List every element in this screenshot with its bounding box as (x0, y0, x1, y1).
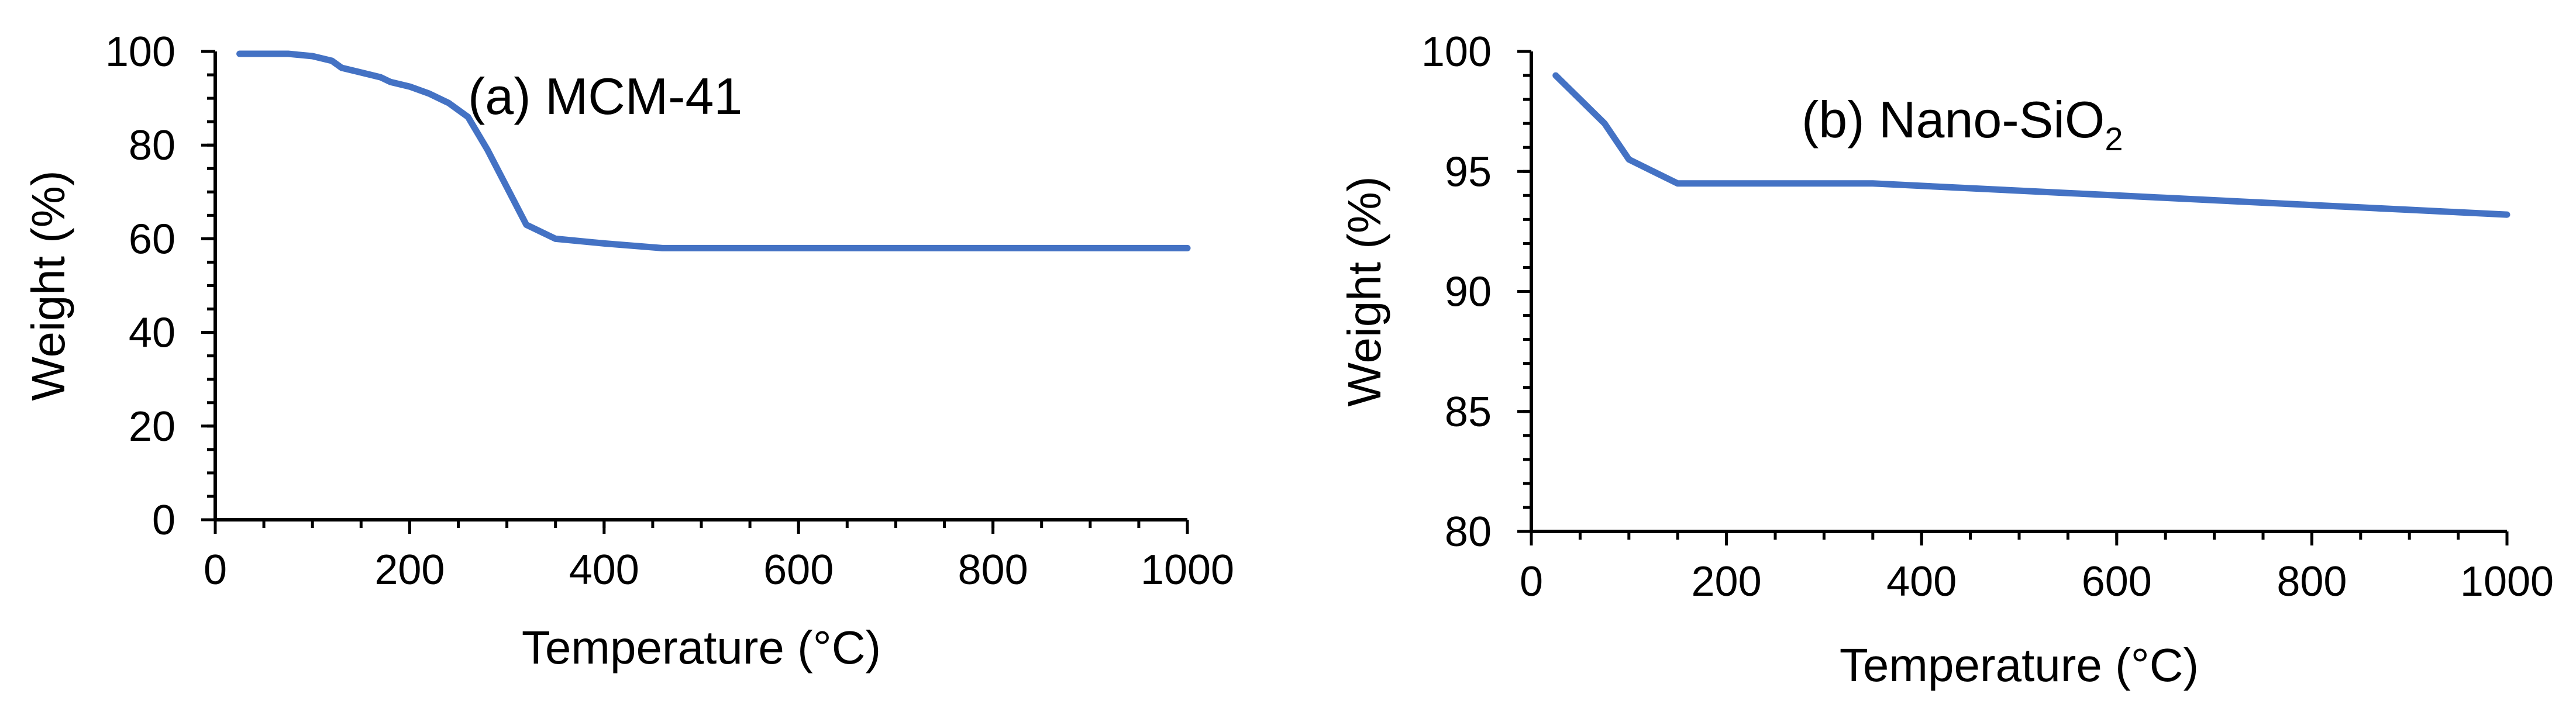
data-point (263, 53, 265, 55)
data-point (287, 53, 290, 55)
data-point (2457, 211, 2460, 213)
data-point (311, 55, 314, 57)
data-point (992, 247, 994, 249)
y-tick-label: 100 (105, 29, 175, 75)
data-point (380, 76, 382, 78)
x-tick-label: 800 (958, 547, 1028, 593)
data-point (1726, 182, 1728, 185)
data-point (2164, 196, 2167, 199)
panel-title-subscript: 2 (2105, 120, 2123, 157)
data-point (506, 186, 508, 188)
x-tick-label: 400 (1886, 558, 1957, 605)
series-line-0 (1552, 72, 2510, 218)
series-line-0 (236, 50, 1191, 251)
data-point (700, 247, 702, 249)
x-tick-label: 600 (763, 547, 834, 593)
x-tick-label: 1000 (2460, 558, 2554, 605)
data-point (894, 247, 897, 249)
data-point (428, 92, 431, 95)
data-point (330, 60, 333, 62)
y-tick-label: 20 (129, 403, 175, 450)
panel-title-main: (b) Nano-SiO (1802, 91, 2105, 148)
data-point (2408, 209, 2410, 211)
data-point (2018, 189, 2020, 192)
data-point (1969, 187, 1972, 189)
y-tick-label: 85 (1445, 389, 1492, 436)
data-point (2067, 192, 2069, 194)
data-point (239, 53, 241, 55)
x-tick-label: 200 (1692, 558, 1762, 605)
data-point (408, 85, 411, 88)
panel-title-main: (a) MCM-41 (468, 67, 742, 125)
chart-panel-b: 0 200 400 600 800 1000 80 85 90 95 100 Temperature … (1338, 29, 2554, 691)
data-point (1652, 170, 1655, 172)
x-tick-label: 800 (2277, 558, 2347, 605)
data-point (2262, 202, 2264, 204)
y-axis-title: Weight (%) (22, 170, 74, 400)
x-tick-label: 0 (204, 547, 227, 593)
y-tick-label: 80 (129, 122, 175, 169)
data-point (1676, 182, 1679, 185)
data-point (2360, 206, 2362, 209)
data-point (525, 223, 528, 226)
data-point (1579, 98, 1581, 101)
y-axis-title: Weight (%) (1338, 176, 1390, 406)
panel-title: (a) MCM-41 (468, 67, 742, 125)
x-tick-label: 400 (569, 547, 639, 593)
data-point (389, 81, 391, 83)
y-tick-label: 80 (1445, 509, 1492, 555)
data-point (1555, 74, 1557, 77)
data-point (340, 67, 343, 69)
data-point (2310, 204, 2313, 206)
x-tick-label: 1000 (1141, 547, 1234, 593)
data-point (1823, 182, 1825, 185)
data-point (555, 237, 557, 240)
data-point (447, 102, 450, 104)
data-point (2213, 199, 2216, 202)
data-point (662, 247, 664, 249)
y-tick-label: 0 (152, 497, 175, 544)
data-point (1186, 247, 1189, 249)
y-tick-label: 60 (129, 216, 175, 263)
data-point (1603, 122, 1606, 125)
data-point (486, 148, 488, 151)
data-point (1089, 247, 1091, 249)
y-tick-label: 95 (1445, 148, 1492, 195)
data-point (360, 71, 362, 74)
data-point (1872, 182, 1874, 185)
x-tick-label: 600 (2082, 558, 2152, 605)
x-axis-title: Temperature (°C) (1840, 639, 2199, 691)
x-axis-title: Temperature (°C) (522, 621, 881, 674)
panel-title: (b) Nano-SiO2 (1802, 91, 2123, 157)
x-tick-label: 200 (374, 547, 445, 593)
data-point (467, 116, 469, 118)
y-tick-label: 90 (1445, 269, 1492, 316)
y-tick-label: 100 (1421, 29, 1492, 75)
data-point (2116, 194, 2118, 196)
data-point (1920, 185, 1923, 187)
chart-panel-a: 0 200 400 600 800 1000 0 20 40 60 80 100 Temperature… (22, 29, 1234, 674)
data-point (1628, 158, 1630, 161)
data-point (797, 247, 800, 249)
x-tick-label: 0 (1520, 558, 1543, 605)
data-point (2506, 213, 2508, 216)
data-point (603, 242, 605, 244)
y-tick-label: 40 (129, 310, 175, 357)
data-point (1774, 182, 1776, 185)
